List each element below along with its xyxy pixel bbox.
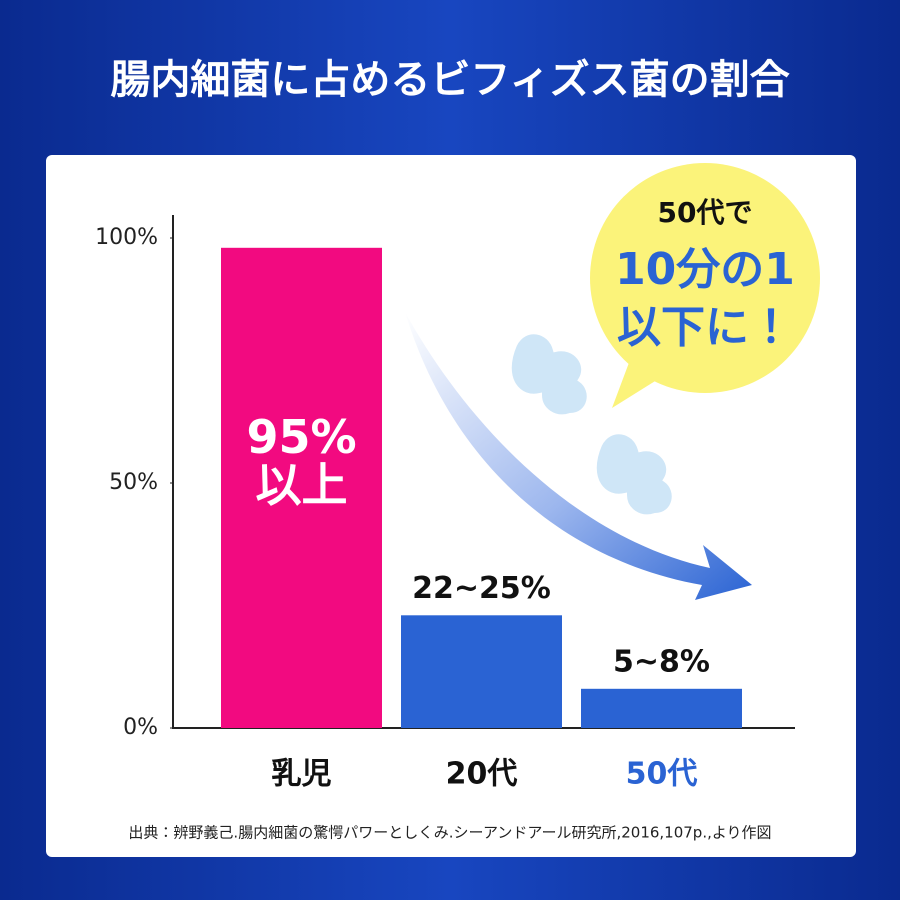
value-label: 95%以上 [246,412,357,512]
bar [581,688,742,728]
bar [221,247,382,729]
callout-text: 50代で [658,196,753,229]
x-tick-label: 乳児 [272,757,332,792]
callout-text: 以下に！ [617,302,793,353]
x-tick-label: 20代 [446,757,518,792]
bacteria [507,330,676,519]
callout-text: 10分の1 [615,244,795,295]
x-tick-label: 50代 [626,757,698,792]
y-tick-label: 0% [123,715,158,740]
title: 腸内細菌に占めるビフィズス菌の割合 [110,57,790,103]
value-label-box: 95%以上 [246,412,357,512]
callout [590,163,820,393]
bar [401,615,562,728]
source: 出典：辨野義己.腸内細菌の驚愕パワーとしくみ.シーアンドアール研究所,2016,… [128,824,771,842]
y-tick-label: 100% [95,225,158,250]
value-label: 22~25% [412,571,551,606]
trend-arrow [405,312,752,600]
y-tick-label: 50% [109,470,158,495]
value-label: 5~8% [613,644,710,679]
